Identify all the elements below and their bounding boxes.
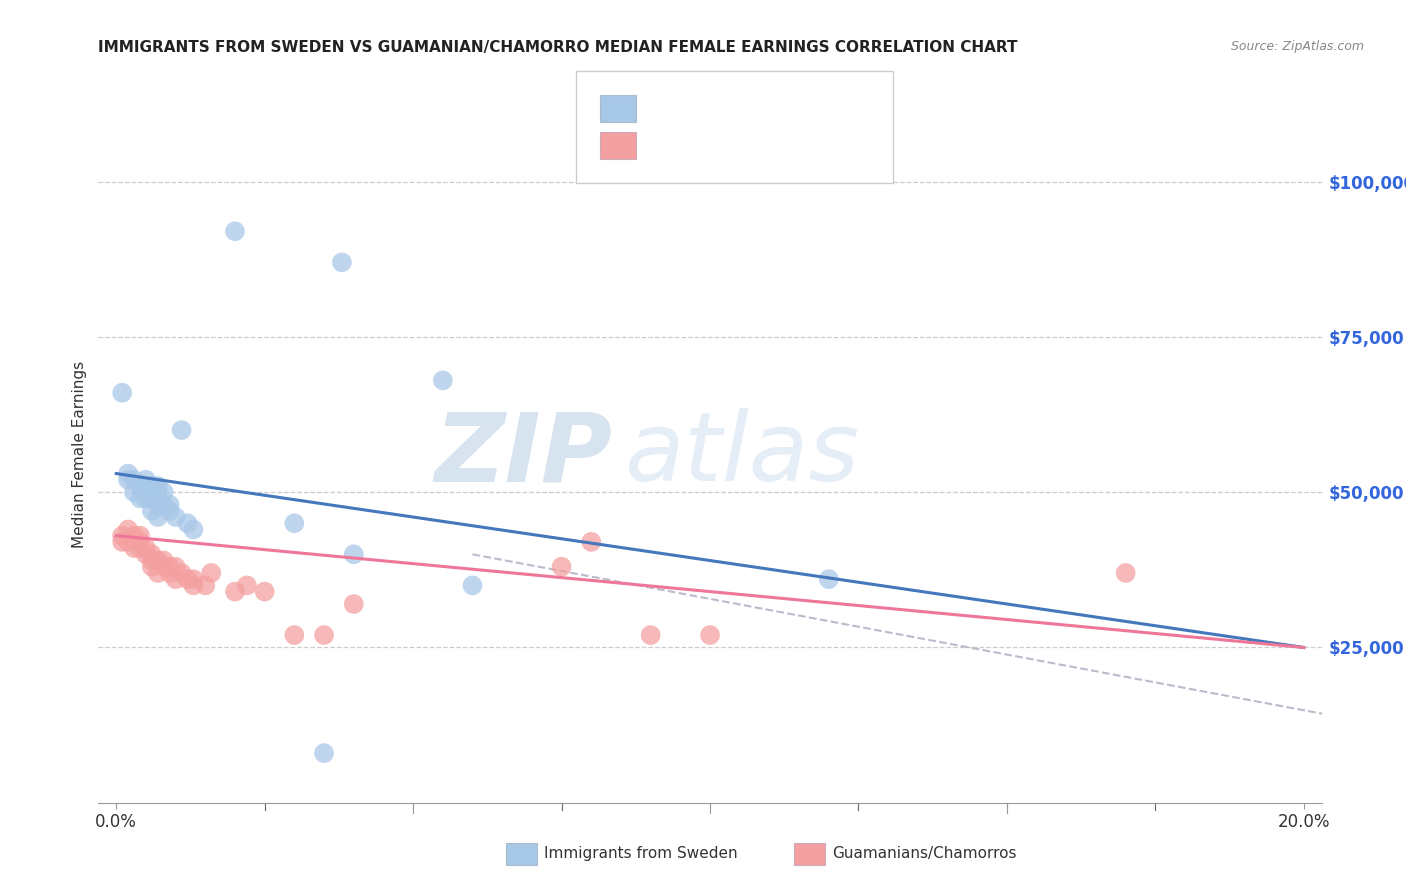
Point	[283, 628, 305, 642]
Point	[550, 559, 572, 574]
Point	[330, 255, 353, 269]
Point	[283, 516, 305, 531]
Point	[312, 628, 335, 642]
Point	[183, 572, 205, 586]
Point	[343, 547, 366, 561]
Point	[135, 485, 157, 500]
Point	[236, 578, 259, 592]
Point	[699, 628, 721, 642]
Point	[135, 473, 157, 487]
Point	[170, 423, 193, 437]
Point	[176, 572, 198, 586]
Point	[141, 553, 163, 567]
Point	[152, 485, 174, 500]
Point	[146, 498, 169, 512]
Point	[141, 479, 163, 493]
Point	[117, 467, 139, 481]
Point	[141, 491, 163, 506]
Point	[159, 566, 181, 580]
Point	[141, 547, 163, 561]
Point	[312, 746, 335, 760]
Point	[117, 534, 139, 549]
Point	[343, 597, 366, 611]
Y-axis label: Median Female Earnings: Median Female Earnings	[72, 361, 87, 549]
Point	[200, 566, 222, 580]
Point	[146, 510, 169, 524]
Point	[111, 529, 134, 543]
Point	[640, 628, 662, 642]
Point	[122, 541, 145, 555]
Point	[117, 473, 139, 487]
Point	[135, 479, 157, 493]
Point	[117, 523, 139, 537]
Text: IMMIGRANTS FROM SWEDEN VS GUAMANIAN/CHAMORRO MEDIAN FEMALE EARNINGS CORRELATION : IMMIGRANTS FROM SWEDEN VS GUAMANIAN/CHAM…	[98, 40, 1018, 55]
Point	[111, 534, 134, 549]
Point	[165, 572, 187, 586]
Point	[165, 559, 187, 574]
Point	[146, 479, 169, 493]
Point	[253, 584, 276, 599]
Point	[581, 534, 603, 549]
Point	[129, 479, 152, 493]
Point	[1115, 566, 1137, 580]
Point	[461, 578, 484, 592]
Text: Immigrants from Sweden: Immigrants from Sweden	[544, 847, 738, 861]
Point	[165, 510, 187, 524]
Point	[122, 529, 145, 543]
Point	[135, 491, 157, 506]
Point	[224, 584, 246, 599]
Point	[224, 224, 246, 238]
Point	[122, 473, 145, 487]
Point	[146, 566, 169, 580]
Point	[183, 523, 205, 537]
Point	[122, 485, 145, 500]
Text: Source: ZipAtlas.com: Source: ZipAtlas.com	[1230, 40, 1364, 54]
Point	[170, 566, 193, 580]
Point	[183, 578, 205, 592]
Point	[817, 572, 839, 586]
Text: atlas: atlas	[624, 409, 859, 501]
Point	[141, 559, 163, 574]
Point	[432, 373, 454, 387]
Point	[135, 541, 157, 555]
Point	[129, 491, 152, 506]
Point	[152, 498, 174, 512]
Text: ZIP: ZIP	[434, 409, 612, 501]
Point	[129, 534, 152, 549]
Text: R = -0.497   N = 34: R = -0.497 N = 34	[647, 136, 832, 154]
Point	[152, 553, 174, 567]
Point	[176, 516, 198, 531]
Point	[152, 559, 174, 574]
Point	[129, 541, 152, 555]
Point	[111, 385, 134, 400]
Point	[194, 578, 217, 592]
Point	[146, 485, 169, 500]
Point	[159, 504, 181, 518]
Text: Guamanians/Chamorros: Guamanians/Chamorros	[832, 847, 1017, 861]
Text: R = -0.280   N = 29: R = -0.280 N = 29	[647, 100, 832, 118]
Point	[141, 504, 163, 518]
Point	[159, 559, 181, 574]
Point	[159, 498, 181, 512]
Point	[135, 547, 157, 561]
Point	[146, 553, 169, 567]
Point	[129, 529, 152, 543]
